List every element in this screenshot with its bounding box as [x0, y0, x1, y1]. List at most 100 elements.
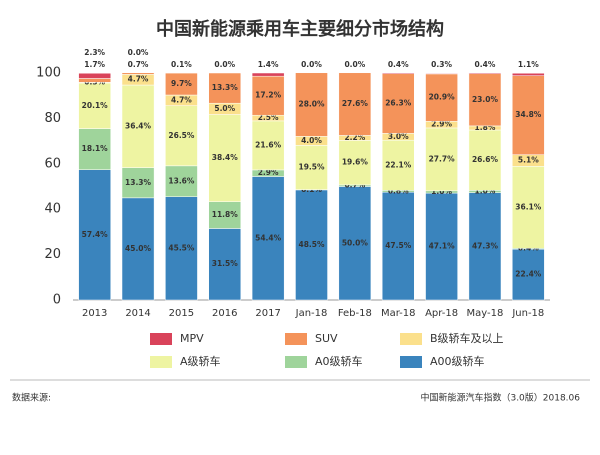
- bar-segment: [165, 165, 198, 197]
- bar-segment: [295, 72, 328, 137]
- bar-segment: [512, 166, 545, 249]
- y-tick-label: 0: [53, 293, 61, 308]
- bar-segment: [251, 72, 285, 77]
- data-label: 26.3%: [385, 99, 412, 108]
- data-label: 1.0%: [475, 186, 496, 195]
- x-tick-label: 2013: [82, 308, 107, 319]
- y-tick-label: 20: [44, 247, 61, 262]
- data-label: 47.1%: [429, 242, 456, 251]
- data-label: 20.9%: [429, 93, 456, 102]
- bar-segment: [208, 201, 242, 229]
- y-tick-label: 100: [36, 66, 61, 81]
- data-label: 19.6%: [342, 158, 369, 167]
- data-label: 23.0%: [472, 95, 499, 104]
- data-label: 50.0%: [342, 238, 369, 247]
- legend-swatch: [285, 333, 307, 345]
- x-tick-label: Feb-18: [338, 308, 372, 319]
- legend-swatch: [150, 356, 172, 368]
- data-label: 0.8%: [388, 186, 409, 195]
- data-label: 1.0%: [431, 187, 452, 196]
- data-label: 26.5%: [168, 131, 195, 140]
- bar-segment: [121, 167, 155, 199]
- legend-label: B级轿车及以上: [430, 331, 504, 345]
- data-label: 0.4%: [475, 60, 496, 69]
- data-label: 1.7%: [84, 60, 105, 69]
- data-label: 28.0%: [298, 100, 325, 109]
- bar-segment: [381, 72, 415, 74]
- data-label: 34.8%: [515, 110, 542, 119]
- x-tick-label: 2017: [255, 308, 280, 319]
- data-label: 2.2%: [344, 133, 365, 142]
- bar-segment: [208, 228, 242, 301]
- bar-segment: [468, 72, 502, 74]
- bar-segment: [295, 189, 328, 301]
- data-label: 11.8%: [212, 210, 239, 219]
- data-label: 9.7%: [171, 79, 192, 88]
- bar-segment: [338, 140, 372, 186]
- data-label: 3.0%: [388, 132, 409, 141]
- bar-segment: [338, 72, 372, 136]
- legend-swatch: [400, 333, 422, 345]
- bar-segment: [121, 72, 155, 75]
- legend-label: MPV: [180, 332, 204, 345]
- data-label: 0.0%: [214, 60, 235, 69]
- data-label: 5.1%: [518, 156, 539, 165]
- bar-segment: [425, 72, 458, 75]
- bar-segment: [425, 192, 458, 301]
- data-label: 2.9%: [431, 120, 452, 129]
- data-label: 1.1%: [518, 60, 539, 69]
- data-label: 0.0%: [344, 60, 365, 69]
- x-tick-label: Jan-18: [295, 308, 328, 319]
- legend-swatch: [400, 356, 422, 368]
- data-label: 31.5%: [212, 259, 239, 268]
- data-label: 48.5%: [298, 240, 325, 249]
- legend-swatch: [150, 333, 172, 345]
- bar-segment: [512, 75, 545, 155]
- source-label: 数据来源:: [12, 392, 51, 404]
- bar-segment: [381, 73, 415, 134]
- bar-segment: [251, 176, 285, 301]
- data-label: 26.6%: [472, 155, 499, 164]
- data-label: 0.1%: [171, 60, 192, 69]
- data-label: 13.6%: [168, 176, 195, 185]
- data-label: 54.4%: [255, 233, 282, 242]
- chart-title: 中国新能源乘用车主要细分市场结构: [156, 18, 444, 40]
- data-label: 19.5%: [298, 163, 325, 172]
- data-label: 36.1%: [515, 202, 542, 211]
- x-tick-label: Jun-18: [511, 308, 544, 319]
- bar-segment: [251, 75, 285, 116]
- data-label: 0.7%: [344, 181, 365, 190]
- footnote: 中国新能源汽车指数（3.0版）2018.06: [420, 392, 580, 404]
- legend-label: A级轿车: [180, 354, 221, 368]
- data-label: 17.2%: [255, 91, 282, 100]
- data-label: 38.4%: [212, 153, 239, 162]
- x-tick-label: 2015: [169, 308, 194, 319]
- x-tick-label: Mar-18: [381, 308, 416, 319]
- data-label: 0.0%: [128, 48, 149, 57]
- x-tick-label: Apr-18: [425, 308, 458, 319]
- data-label: 18.1%: [82, 144, 109, 153]
- y-tick-label: 40: [44, 202, 61, 217]
- bar-segment: [78, 82, 111, 129]
- data-label: 45.5%: [168, 243, 195, 252]
- x-tick-label: 2014: [125, 308, 150, 319]
- data-label: 0.7%: [128, 60, 149, 69]
- data-label: 13.3%: [125, 178, 152, 187]
- bar-segment: [165, 105, 198, 167]
- bar-segment: [381, 191, 415, 301]
- x-tick-label: May-18: [467, 308, 504, 319]
- data-label: 2.9%: [258, 168, 279, 177]
- bar-segment: [78, 72, 111, 79]
- data-label: 45.0%: [125, 244, 152, 253]
- data-label: 1.8%: [475, 123, 496, 132]
- data-label: 2.5%: [258, 113, 279, 122]
- bar-segment: [78, 78, 111, 83]
- data-label: 13.3%: [212, 83, 239, 92]
- bar-segment: [251, 120, 285, 171]
- bar-segment: [121, 197, 155, 301]
- data-label: 5.0%: [214, 104, 235, 113]
- data-label: 4.7%: [171, 95, 192, 104]
- y-tick-label: 80: [44, 111, 61, 126]
- bar-segment: [121, 84, 155, 168]
